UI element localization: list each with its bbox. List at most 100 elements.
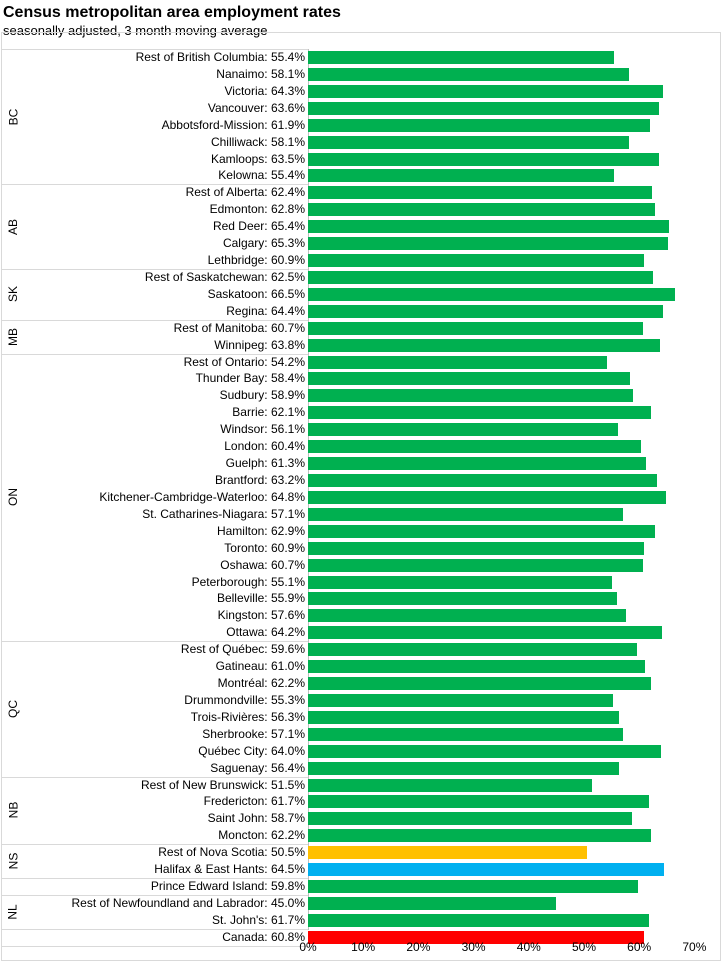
bar xyxy=(308,727,624,741)
bar xyxy=(308,744,662,758)
x-tick-label: 30% xyxy=(461,940,486,954)
bar-label: Rest of Newfoundland and Labrador: 45.0% xyxy=(71,896,306,910)
bar xyxy=(308,930,644,944)
bar xyxy=(308,67,629,81)
bar-label: Nanaimo: 58.1% xyxy=(216,66,305,81)
bar xyxy=(308,84,663,98)
group-separator xyxy=(1,641,308,643)
bar-label: St. Catharines-Niagara: 57.1% xyxy=(142,506,305,521)
bar xyxy=(308,474,657,487)
bar-label: Peterborough: 55.1% xyxy=(191,574,305,589)
bar-label: Prince Edward Island: 59.8% xyxy=(150,879,305,894)
bar xyxy=(308,897,557,910)
bar xyxy=(308,660,645,674)
group-label-text: NB xyxy=(5,802,20,819)
bar-label: Chilliwack: 58.1% xyxy=(210,134,305,149)
group-label: QC xyxy=(2,641,24,776)
bar-label: Kamloops: 63.5% xyxy=(210,151,305,166)
bar xyxy=(308,152,659,166)
bar xyxy=(308,812,633,826)
x-tick-label: 0% xyxy=(299,940,317,954)
group-separator xyxy=(1,844,308,846)
group-separator xyxy=(1,878,308,880)
bar-label: Saint John: 58.7% xyxy=(207,811,305,826)
bar-label: Fredericton: 61.7% xyxy=(203,794,305,809)
bar xyxy=(308,609,626,623)
bar xyxy=(308,507,624,521)
bar-label: Guelph: 61.3% xyxy=(225,456,305,471)
bar-label: Kelowna: 55.4% xyxy=(218,168,305,183)
bar xyxy=(308,541,645,555)
group-separator xyxy=(1,895,308,896)
bar xyxy=(308,118,650,132)
x-tick-label: 40% xyxy=(516,940,541,954)
bar xyxy=(308,592,617,606)
x-tick-label: 50% xyxy=(571,940,597,954)
bar-label: Red Deer: 65.4% xyxy=(212,219,305,234)
bar xyxy=(308,254,645,268)
bar xyxy=(308,270,653,284)
bar-label: Lethbridge: 60.9% xyxy=(207,253,305,268)
bar xyxy=(308,778,593,792)
bar-label: Winnipeg: 63.8% xyxy=(214,337,305,352)
bar xyxy=(308,440,642,454)
bar xyxy=(308,304,664,318)
bar xyxy=(308,575,613,589)
bar xyxy=(308,795,649,809)
chart-subtitle: seasonally adjusted, 3 month moving aver… xyxy=(3,23,268,38)
bar xyxy=(308,846,587,860)
group-label-text: AB xyxy=(5,218,20,235)
bar-label: Trois-Rivières: 56.3% xyxy=(190,709,305,724)
bar xyxy=(308,186,653,200)
group-label: AB xyxy=(2,184,24,269)
bar-label: Edmonton: 62.8% xyxy=(209,202,305,217)
bar-label: Rest of Québec: 59.6% xyxy=(180,642,305,657)
bar-label: Windsor: 56.1% xyxy=(220,422,305,437)
bar-label: Sudbury: 58.9% xyxy=(219,388,305,403)
bar-label: Sherbrooke: 57.1% xyxy=(202,726,305,741)
bar-label: Gatineau: 61.0% xyxy=(215,659,305,674)
bar-label: Moncton: 62.2% xyxy=(218,828,305,843)
group-label-text: NL xyxy=(6,904,20,920)
bar-label: Saguenay: 56.4% xyxy=(210,760,305,775)
bar-label: Calgary: 65.3% xyxy=(222,236,305,251)
bar xyxy=(308,913,649,927)
bar-label: Saskatoon: 66.5% xyxy=(207,286,305,301)
group-separator xyxy=(1,353,308,355)
chart-title: Census metropolitan area employment rate… xyxy=(3,4,341,21)
bar-label: Drummondville: 55.3% xyxy=(184,692,305,707)
group-separator xyxy=(1,928,308,930)
group-label: NS xyxy=(2,844,24,878)
bar-label: Rest of Manitoba: 60.7% xyxy=(173,320,305,335)
bar-label: Halifax & East Hants: 64.5% xyxy=(154,862,305,877)
bar-label: Belleville: 55.9% xyxy=(216,591,305,606)
bar xyxy=(308,338,661,352)
bar-label: Vancouver: 63.6% xyxy=(207,100,305,115)
y-axis-line xyxy=(308,49,309,930)
bar xyxy=(308,558,644,572)
bar xyxy=(308,389,634,403)
bar xyxy=(308,321,644,335)
bar xyxy=(308,524,656,538)
bar xyxy=(308,677,652,691)
group-separator xyxy=(1,945,308,947)
group-separator xyxy=(1,319,308,321)
x-tick-label: 10% xyxy=(351,940,376,954)
bar-label: Hamilton: 62.9% xyxy=(216,523,305,538)
bar xyxy=(308,203,655,217)
group-label-text: SK xyxy=(5,286,20,303)
group-separator xyxy=(1,268,308,270)
x-tick-label: 20% xyxy=(406,940,431,954)
group-label: NL xyxy=(2,895,24,929)
bar-label: Toronto: 60.9% xyxy=(224,540,305,555)
bar xyxy=(308,135,629,149)
group-separator xyxy=(1,184,308,186)
bar-label: Regina: 64.4% xyxy=(226,303,305,318)
bar-label: Kingston: 57.6% xyxy=(217,608,305,623)
bar xyxy=(308,626,663,640)
bar-label: Barrie: 62.1% xyxy=(232,405,305,420)
bar-label: St. John's: 61.7% xyxy=(211,912,305,927)
group-label-text: NS xyxy=(5,852,20,870)
bar xyxy=(308,355,608,369)
